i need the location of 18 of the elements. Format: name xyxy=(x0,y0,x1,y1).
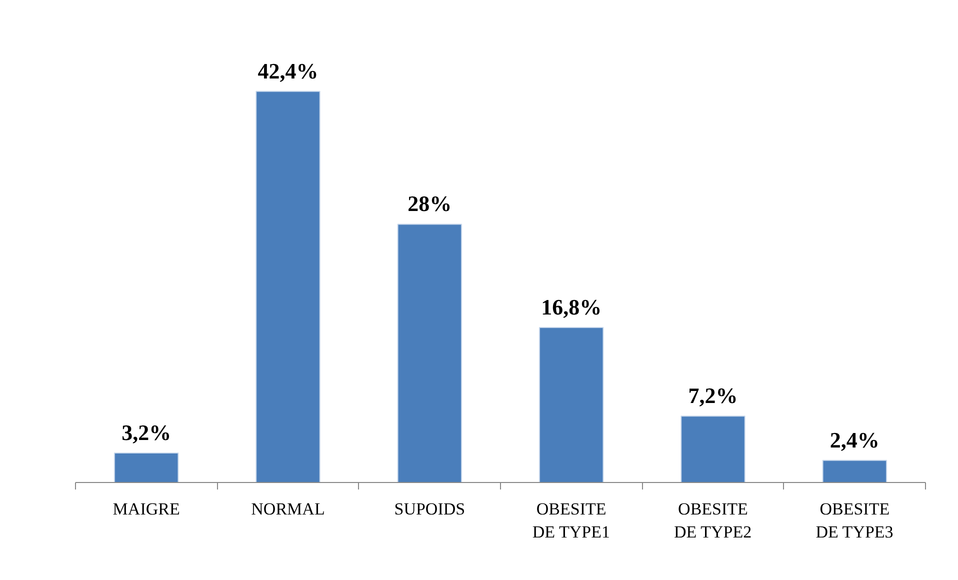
bar xyxy=(680,416,746,482)
bar xyxy=(538,327,604,482)
x-tick-label: NORMAL xyxy=(251,500,325,518)
x-tick-label: OBESITE DE TYPE2 xyxy=(674,500,752,542)
data-label: 2,4% xyxy=(830,427,880,452)
data-label: 28% xyxy=(408,191,452,216)
data-label: 7,2% xyxy=(688,383,738,408)
data-label: 3,2% xyxy=(122,420,172,445)
bar xyxy=(822,460,888,482)
bar xyxy=(397,224,462,482)
x-tick-label: MAIGRE xyxy=(112,500,180,518)
bar xyxy=(114,452,179,482)
data-label: 16,8% xyxy=(541,294,602,320)
x-tick-label: OBESITE DE TYPE3 xyxy=(816,500,894,542)
x-tick-label: SUPOIDS xyxy=(394,500,466,518)
x-tick-label: OBESITE DE TYPE1 xyxy=(532,500,610,542)
data-label: 42,4% xyxy=(258,58,318,84)
bar xyxy=(256,90,320,482)
